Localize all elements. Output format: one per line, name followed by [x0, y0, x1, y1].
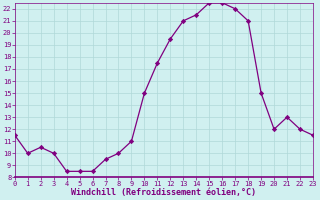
X-axis label: Windchill (Refroidissement éolien,°C): Windchill (Refroidissement éolien,°C)	[71, 188, 256, 197]
